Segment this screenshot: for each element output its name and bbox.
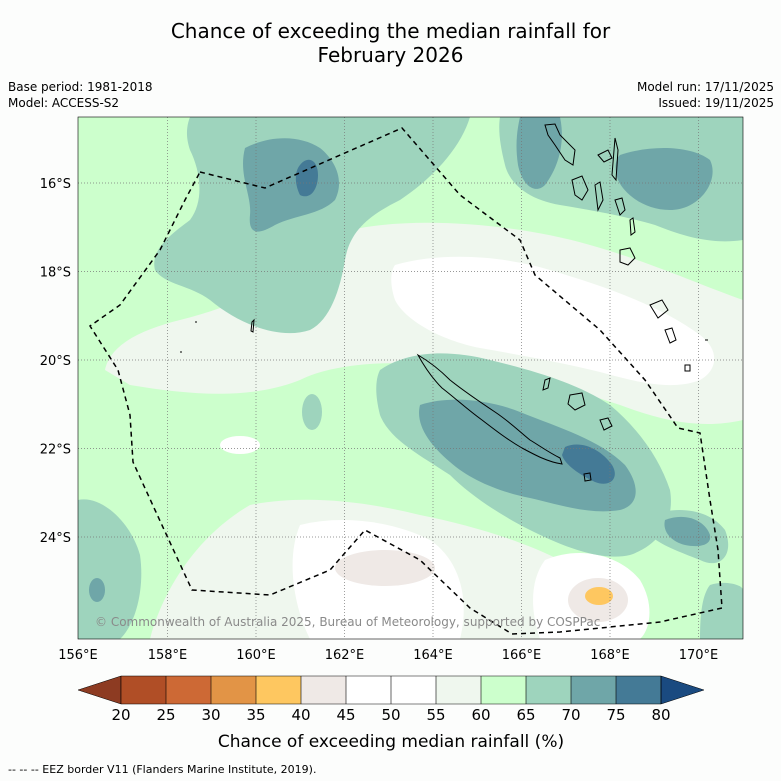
- loyalty-islands-coast: [542, 377, 613, 431]
- base-period: Base period: 1981-2018: [8, 80, 153, 94]
- colorbar-label: 65: [516, 706, 535, 724]
- field-70-75-center: [419, 399, 636, 512]
- colorbar-label: 25: [156, 706, 175, 724]
- colorbar-label: 40: [291, 706, 310, 724]
- colorbar-label: 35: [246, 706, 265, 724]
- colorbar-swatch: [211, 676, 256, 704]
- issued-date: Issued: 19/11/2025: [658, 96, 774, 110]
- lat-label: 16°S: [40, 177, 71, 192]
- colorbar-label: 80: [651, 706, 670, 724]
- lon-label: 170°E: [679, 648, 719, 663]
- title-line-2: February 2026: [317, 43, 464, 67]
- lon-label: 164°E: [413, 648, 453, 663]
- lon-label: 158°E: [148, 648, 188, 663]
- lon-label: 166°E: [502, 648, 542, 663]
- map-frame: [77, 116, 744, 640]
- colorbar-swatch: [166, 676, 211, 704]
- colorbar-swatch: [436, 676, 481, 704]
- colorbar-swatch: [616, 676, 661, 704]
- lon-tick-labels: 156°E 158°E 160°E 162°E 164°E 166°E 168°…: [58, 648, 718, 663]
- colorbar-swatch: [526, 676, 571, 704]
- map-title: Chance of exceeding the median rainfall …: [0, 19, 781, 67]
- credit-text: © Commonwealth of Australia 2025, Bureau…: [95, 615, 600, 629]
- field-65-70-spot: [302, 394, 322, 430]
- lat-label: 18°S: [40, 266, 71, 281]
- colorbar-swatch: [256, 676, 301, 704]
- field-65-70-se: [700, 582, 743, 639]
- colorbar-swatch: [481, 676, 526, 704]
- lat-label: 20°S: [40, 354, 71, 369]
- meta-left: Base period: 1981-2018 Model: ACCESS-S2: [8, 79, 153, 111]
- lon-label: 160°E: [236, 648, 276, 663]
- colorbar-label: 50: [381, 706, 400, 724]
- lat-label: 22°S: [40, 443, 71, 458]
- colorbar-label: 75: [606, 706, 625, 724]
- colorbar: 20 25 30 35 40 45 50 55 60 65 70 75 80 C…: [77, 675, 705, 752]
- model-name: Model: ACCESS-S2: [8, 96, 120, 110]
- vanuatu-coast: [544, 123, 636, 266]
- model-run: Model run: 17/11/2025: [636, 80, 774, 94]
- meta-right: Model run: 17/11/2025 Issued: 19/11/2025: [637, 79, 774, 111]
- colorbar-label: 70: [561, 706, 580, 724]
- colorbar-extend-high: [660, 675, 705, 705]
- colorbar-extend-low: [77, 675, 122, 705]
- field-35-40: [585, 587, 613, 605]
- colorbar-swatch: [571, 676, 616, 704]
- colorbar-swatch: [121, 676, 166, 704]
- colorbar-swatch: [391, 676, 436, 704]
- rainfall-field: [78, 117, 743, 639]
- field-65-70-west: [78, 499, 142, 639]
- lat-tick-labels: 16°S 18°S 20°S 22°S 24°S: [40, 177, 71, 546]
- colorbar-label: 60: [471, 706, 490, 724]
- field-75-80-north: [295, 159, 318, 197]
- eez-legend-note: -- -- -- EEZ border V11 (Flanders Marine…: [8, 763, 317, 776]
- field-65-70-north: [154, 117, 471, 334]
- isle-of-pines-coast: [583, 472, 592, 482]
- lon-label: 162°E: [325, 648, 365, 663]
- small-islets-coast: [180, 318, 708, 353]
- title-line-1: Chance of exceeding the median rainfall …: [170, 19, 611, 43]
- field-45-55-spot: [220, 436, 260, 454]
- colorbar-title: Chance of exceeding median rainfall (%): [218, 732, 564, 752]
- colorbar-label: 55: [426, 706, 445, 724]
- coastlines: [180, 123, 708, 482]
- lon-label: 168°E: [590, 648, 630, 663]
- field-75-80-center: [562, 444, 615, 484]
- field-70-75-east: [664, 516, 711, 547]
- colorbar-swatch: [301, 676, 346, 704]
- field-70-75-ne2: [615, 148, 713, 210]
- lon-label: 156°E: [58, 648, 98, 663]
- new-caledonia-coast: [416, 353, 563, 465]
- colorbar-label: 45: [336, 706, 355, 724]
- eez-border: [88, 127, 723, 635]
- field-40-45: [335, 550, 435, 586]
- field-70-75-north: [243, 138, 340, 232]
- matthew-hunter-coast: [649, 299, 691, 372]
- field-45-55: [391, 256, 715, 386]
- lat-label: 24°S: [40, 531, 71, 546]
- colorbar-label: 20: [111, 706, 130, 724]
- colorbar-swatch: [346, 676, 391, 704]
- field-70-75-west: [89, 578, 105, 602]
- field-70-75-ne: [516, 117, 562, 189]
- colorbar-label: 30: [201, 706, 220, 724]
